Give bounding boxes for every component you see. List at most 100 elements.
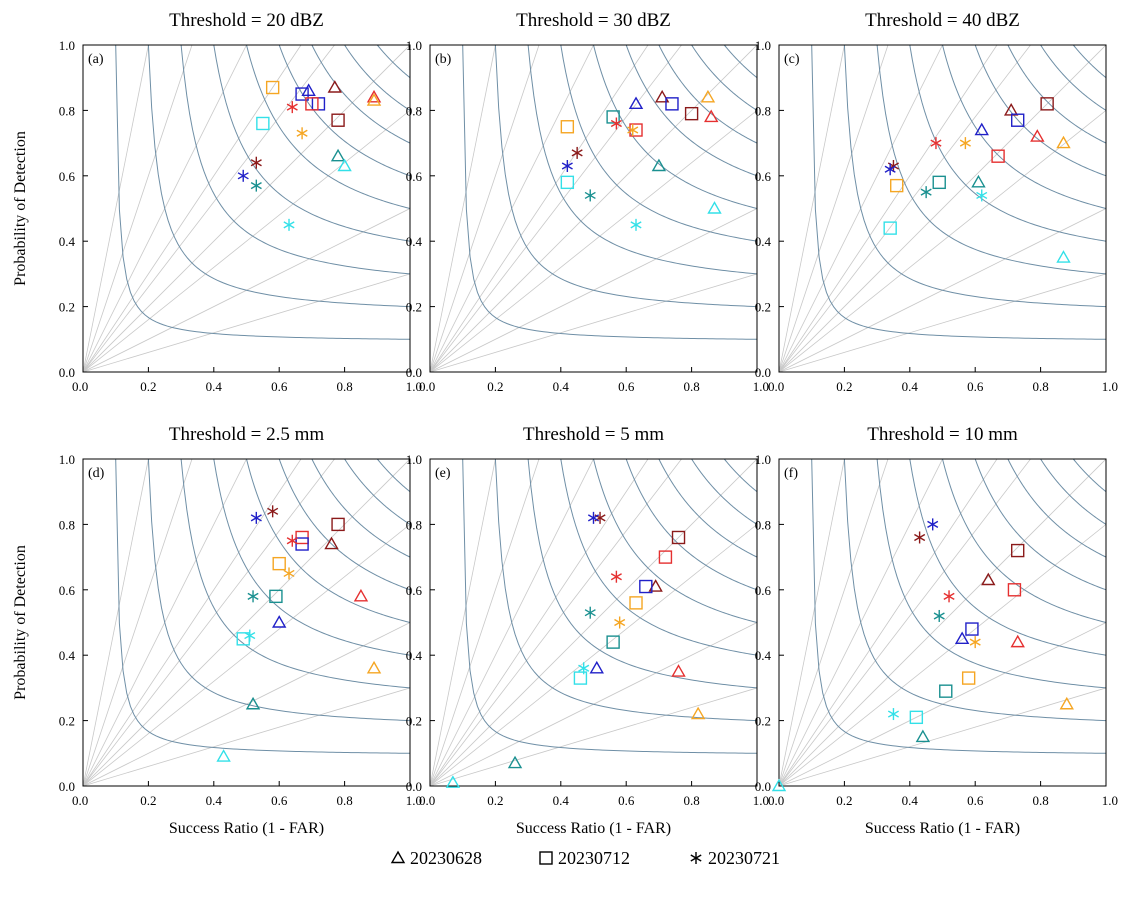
y-tick-label: 0.0: [59, 779, 75, 794]
csi-contour: [811, 459, 1106, 754]
x-tick-label: 0.2: [836, 793, 852, 808]
csi-contour: [909, 45, 1106, 242]
bias-line: [430, 45, 540, 372]
csi-contour: [1040, 45, 1106, 111]
x-tick-label: 1.0: [406, 793, 422, 808]
legend-label: 20230721: [708, 848, 780, 868]
data-point-square: [671, 530, 686, 545]
bias-line: [779, 45, 1031, 372]
data-point-triangle: [589, 660, 604, 674]
data-point-triangle: [507, 755, 523, 769]
y-tick-label: 0.4: [755, 648, 772, 663]
data-point-asterisk: [283, 218, 295, 231]
csi-contour: [311, 459, 410, 558]
panel-0: 0.00.00.20.20.40.40.60.60.80.81.01.0Thre…: [12, 10, 422, 394]
data-point-triangle: [974, 122, 989, 136]
y-axis-label: Probability of Detection: [12, 131, 29, 286]
background-lines: [83, 459, 410, 786]
csi-contour: [147, 45, 410, 308]
data-point-triangle: [707, 201, 722, 214]
bias-line: [83, 110, 410, 372]
plot-frame: [82, 44, 411, 373]
x-tick-label: 0.8: [683, 379, 699, 394]
panel-label: (e): [435, 466, 451, 481]
y-tick-label: 0.8: [59, 103, 75, 118]
y-tick-label: 1.0: [755, 452, 771, 467]
y-tick-label: 0.2: [406, 714, 422, 729]
data-point-asterisk: [927, 518, 939, 531]
y-tick-label: 0.8: [755, 517, 771, 532]
data-point-asterisk: [267, 505, 279, 518]
y-tick-label: 0.8: [406, 103, 422, 118]
data-point-triangle: [971, 174, 986, 188]
panel-label: (a): [88, 52, 104, 67]
data-point-asterisk: [296, 127, 308, 140]
data-point-asterisk: [959, 137, 971, 150]
data-point-square: [639, 579, 653, 594]
bias-line: [83, 524, 410, 786]
panel-title: Threshold = 40 dBZ: [865, 10, 1020, 31]
data-point-square: [961, 671, 976, 685]
data-point-triangle: [327, 80, 342, 93]
y-tick-label: 0.6: [59, 583, 76, 598]
data-point-triangle: [324, 536, 339, 550]
bias-line: [430, 459, 540, 786]
points: [237, 80, 382, 231]
x-tick-label: 0.8: [336, 379, 352, 394]
plot-frame: [429, 458, 758, 787]
data-point-asterisk: [914, 531, 926, 544]
x-tick-label: 0.2: [140, 379, 156, 394]
data-point-asterisk: [244, 629, 256, 642]
panel-title: Threshold = 20 dBZ: [169, 10, 324, 31]
x-tick-label: 0.0: [419, 793, 435, 808]
csi-contour: [494, 45, 757, 308]
legend: 20230628 20230712 20230721: [390, 848, 780, 868]
data-point-square: [560, 175, 575, 190]
data-point-asterisk: [627, 124, 639, 137]
csi-contour: [593, 459, 757, 623]
bias-line: [430, 110, 757, 372]
data-point-triangle: [1059, 696, 1074, 710]
y-tick-label: 0.2: [59, 714, 75, 729]
data-point-asterisk: [561, 159, 573, 172]
data-point-square: [606, 110, 620, 124]
data-point-asterisk: [286, 101, 298, 114]
bias-line: [83, 459, 193, 786]
data-point-square: [295, 537, 309, 551]
plot-frame: [82, 458, 411, 787]
data-point-triangle: [271, 615, 287, 628]
data-point-square: [684, 106, 699, 121]
data-point-asterisk: [286, 534, 298, 547]
data-point-square: [606, 635, 620, 649]
csi-contour: [462, 45, 757, 340]
x-tick-label: 0.2: [836, 379, 852, 394]
csi-contour: [723, 459, 757, 493]
x-tick-label: 0.0: [768, 793, 784, 808]
x-tick-label: 0.4: [902, 379, 919, 394]
csi-contour: [344, 459, 410, 525]
csi-contour: [942, 459, 1106, 623]
data-point-square: [256, 116, 270, 131]
csi-contour: [180, 459, 410, 689]
x-tick-label: 0.6: [967, 379, 984, 394]
panel-label: (c): [784, 52, 800, 67]
csi-contour: [1007, 45, 1106, 144]
csi-contour: [376, 459, 410, 493]
csi-contour: [1072, 459, 1106, 493]
x-tick-label: 0.0: [72, 379, 88, 394]
y-tick-label: 0.6: [59, 169, 76, 184]
data-point-square: [883, 221, 897, 235]
points: [560, 89, 722, 231]
data-point-square: [269, 589, 283, 604]
y-tick-label: 0.4: [406, 648, 423, 663]
y-tick-label: 1.0: [406, 38, 422, 53]
plot-frame: [429, 44, 758, 373]
data-point-triangle: [704, 109, 719, 123]
x-tick-label: 1.0: [753, 379, 769, 394]
data-point-square: [629, 596, 643, 610]
csi-contour: [213, 459, 410, 656]
data-point-square: [939, 684, 953, 698]
data-point-asterisk: [614, 616, 626, 629]
bias-line: [83, 45, 410, 372]
